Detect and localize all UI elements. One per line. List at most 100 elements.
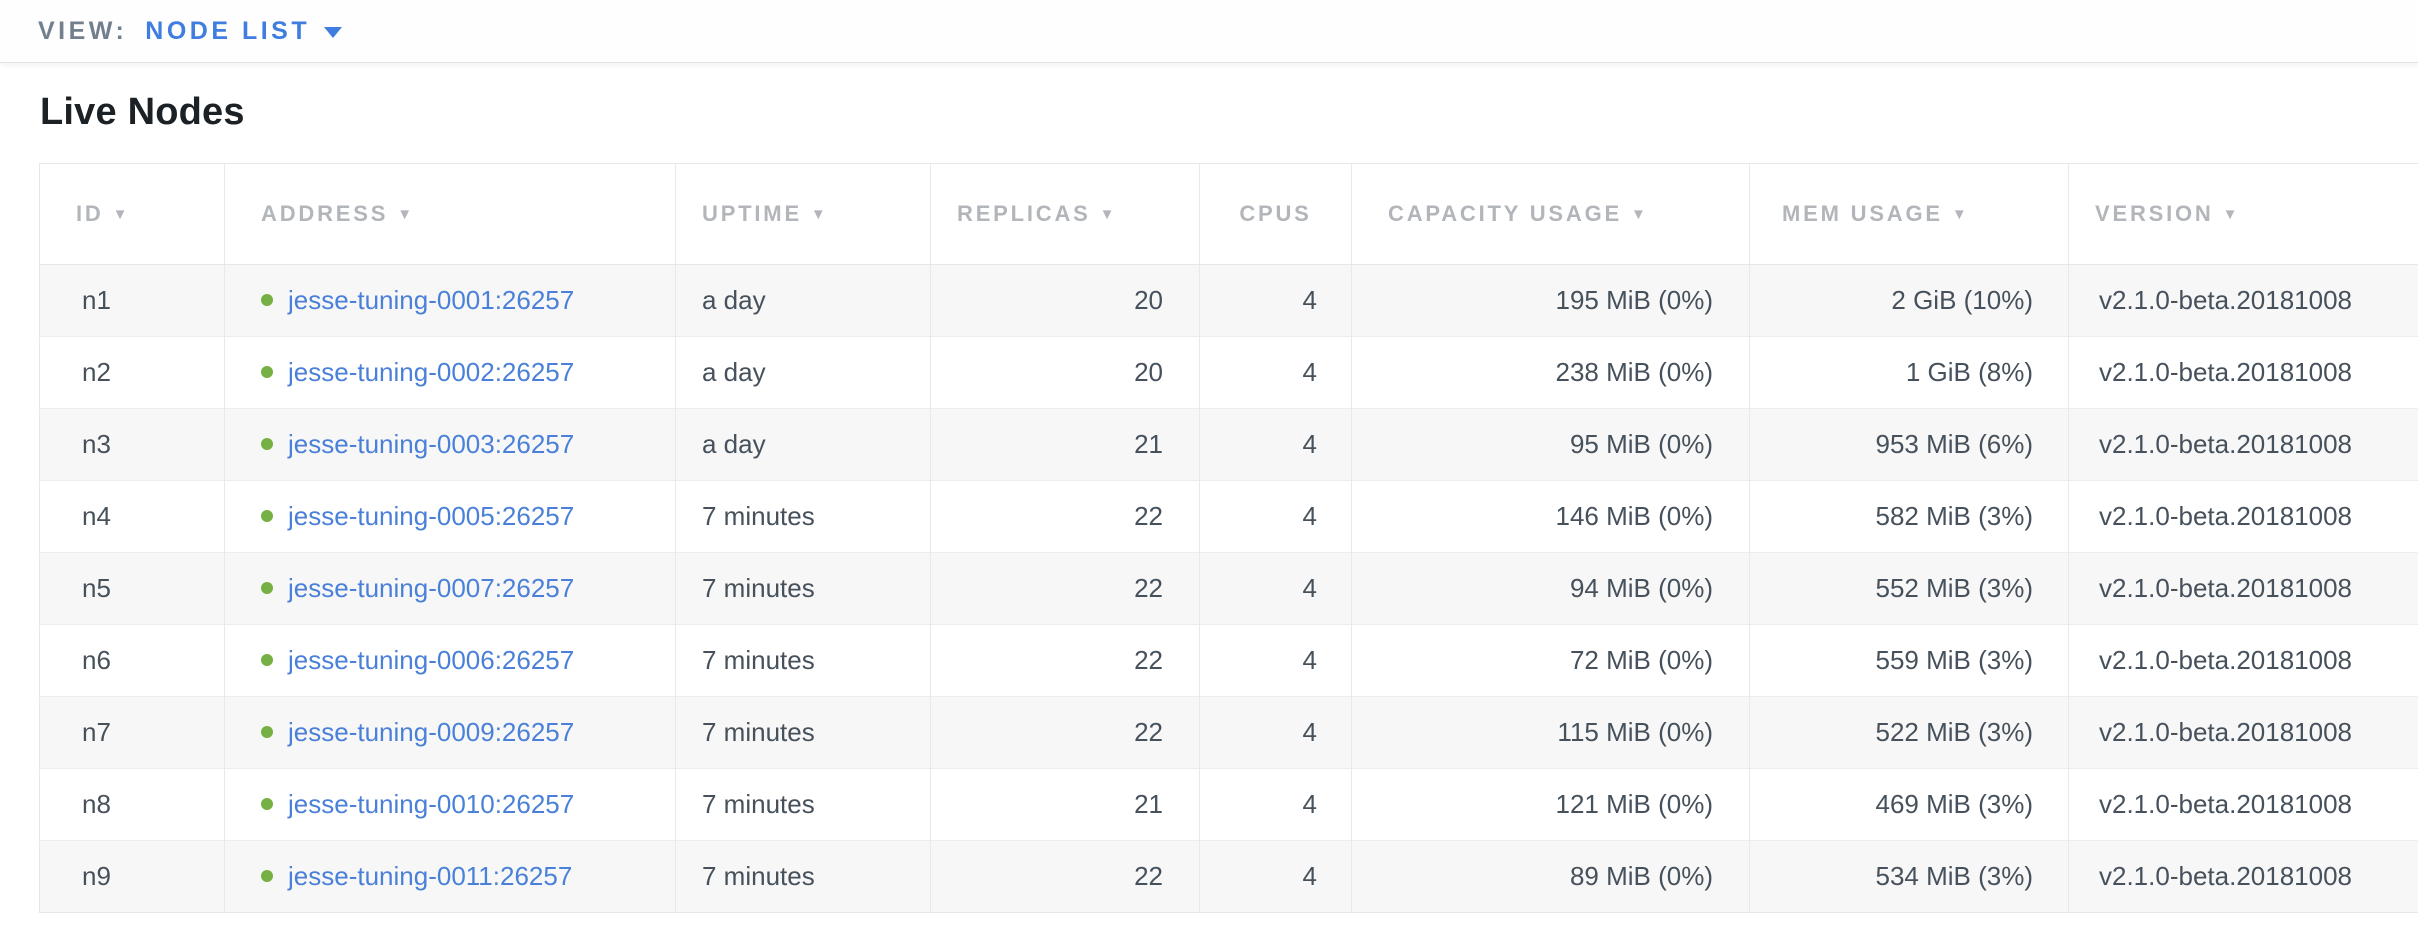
node-status-dot	[261, 726, 273, 739]
address-cell: jesse-tuning-0006:26257	[224, 624, 676, 697]
id-cell: n8	[39, 768, 225, 841]
view-selector-value: NODE LIST	[145, 16, 311, 45]
column-label: VERSION	[2095, 201, 2214, 226]
column-header-id[interactable]: ID ▼	[39, 163, 225, 265]
view-label: VIEW:	[38, 16, 128, 45]
address-link[interactable]: jesse-tuning-0011:26257	[288, 861, 573, 891]
column-label: MEM USAGE	[1782, 201, 1943, 226]
mem-cell: 534 MiB (3%)	[1749, 840, 2069, 913]
uptime-cell: 7 minutes	[675, 552, 931, 625]
uptime-cell: 7 minutes	[675, 696, 931, 769]
id-cell: n1	[82, 285, 111, 315]
cpus-cell: 4	[1199, 624, 1352, 697]
cpus-cell: 4	[1199, 336, 1352, 409]
uptime-cell: a day	[675, 264, 931, 337]
version-cell: v2.1.0-beta.20181008	[2068, 768, 2418, 841]
cpus-cell: 4	[1199, 768, 1352, 841]
id-cell: n7	[39, 696, 225, 769]
table-row: n4 jesse-tuning-0005:26257 7 minutes 22 4 146…	[39, 480, 2418, 553]
mem-cell: 552 MiB (3%)	[1749, 552, 2069, 625]
sort-desc-icon: ▼	[2222, 206, 2241, 223]
column-header-version[interactable]: VERSION ▼	[2068, 163, 2418, 265]
address-cell: jesse-tuning-0011:26257	[224, 840, 676, 913]
address-link[interactable]: jesse-tuning-0006:26257	[288, 645, 575, 675]
replicas-cell: 21	[930, 408, 1200, 481]
sort-desc-icon: ▼	[1099, 206, 1118, 223]
address-cell: jesse-tuning-0009:26257	[224, 696, 676, 769]
column-header-address[interactable]: ADDRESS ▼	[224, 163, 676, 265]
column-header-cpus: CPUS	[1199, 163, 1352, 265]
replicas-cell: 20	[930, 264, 1200, 337]
replicas-cell: 22	[930, 480, 1200, 553]
node-status-dot	[261, 798, 273, 811]
table-row: n1 jesse-tuning-0001:26257 a day 20 4 195 MiB…	[39, 264, 2418, 337]
address-link[interactable]: jesse-tuning-0002:26257	[288, 357, 575, 387]
id-cell: n4	[39, 480, 225, 553]
mem-cell: 559 MiB (3%)	[1749, 624, 2069, 697]
page-title: Live Nodes	[40, 91, 245, 133]
address-link[interactable]: jesse-tuning-0007:26257	[288, 573, 575, 603]
address-cell: jesse-tuning-0005:26257	[224, 480, 676, 553]
column-header-replicas[interactable]: REPLICAS ▼	[930, 163, 1200, 265]
view-selector[interactable]: NODE LIST	[145, 16, 343, 46]
replicas-cell: 22	[930, 624, 1200, 697]
content-area: Live Nodes ID ▼ ADDRESS ▼ UPTIME ▼ REPLICAS ▼ CP…	[0, 90, 2418, 913]
table-row: n6 jesse-tuning-0006:26257 7 minutes 22 4 72 …	[39, 624, 2418, 697]
mem-cell: 522 MiB (3%)	[1749, 696, 2069, 769]
column-header-mem[interactable]: MEM USAGE ▼	[1749, 163, 2069, 265]
table-row: n8 jesse-tuning-0010:26257 7 minutes 21 4 121…	[39, 768, 2418, 841]
capacity-cell: 95 MiB (0%)	[1351, 408, 1750, 481]
uptime-cell: 7 minutes	[675, 768, 931, 841]
column-header-uptime[interactable]: UPTIME ▼	[675, 163, 931, 265]
table-row: n3 jesse-tuning-0003:26257 a day 21 4 95 MiB …	[39, 408, 2418, 481]
column-label: CAPACITY USAGE	[1388, 201, 1622, 226]
uptime-cell: 7 minutes	[675, 624, 931, 697]
mem-cell: 1 GiB (8%)	[1749, 336, 2069, 409]
node-status-dot	[261, 438, 273, 451]
id-cell: n5	[39, 552, 225, 625]
column-label: UPTIME	[702, 201, 802, 226]
capacity-cell: 72 MiB (0%)	[1351, 624, 1750, 697]
capacity-cell: 238 MiB (0%)	[1351, 336, 1750, 409]
version-cell: v2.1.0-beta.20181008	[2068, 480, 2418, 553]
version-cell: v2.1.0-beta.20181008	[2068, 408, 2418, 481]
address-link[interactable]: jesse-tuning-0001:26257	[288, 285, 575, 315]
address-link[interactable]: jesse-tuning-0003:26257	[288, 429, 575, 459]
uptime-cell: a day	[675, 336, 931, 409]
replicas-cell: 20	[930, 336, 1200, 409]
replicas-cell: 21	[930, 768, 1200, 841]
id-cell: n2	[39, 336, 225, 409]
version-cell: v2.1.0-beta.20181008	[2068, 336, 2418, 409]
node-status-dot	[261, 582, 273, 595]
capacity-cell: 89 MiB (0%)	[1351, 840, 1750, 913]
node-status-dot	[261, 510, 273, 523]
cpus-cell: 4	[1199, 408, 1352, 481]
uptime-cell: 7 minutes	[675, 480, 931, 553]
address-link[interactable]: jesse-tuning-0010:26257	[288, 789, 575, 819]
id-cell: n9	[39, 840, 225, 913]
node-status-dot	[261, 870, 273, 883]
cpus-cell: 4	[1199, 696, 1352, 769]
column-label: ID	[76, 201, 104, 226]
sort-desc-icon: ▼	[397, 206, 415, 223]
id-cell: n3	[39, 408, 225, 481]
table-body: n1 jesse-tuning-0001:26257 a day 20 4 195 MiB…	[39, 264, 2418, 913]
mem-cell: 582 MiB (3%)	[1749, 480, 2069, 553]
address-link[interactable]: jesse-tuning-0005:26257	[288, 501, 575, 531]
table-row: n9 jesse-tuning-0011:26257 7 minutes 22 4 89 …	[39, 840, 2418, 913]
version-cell: v2.1.0-beta.20181008	[2068, 624, 2418, 697]
replicas-cell: 22	[930, 552, 1200, 625]
address-cell: jesse-tuning-0003:26257	[224, 408, 676, 481]
version-cell: v2.1.0-beta.20181008	[2068, 264, 2418, 337]
capacity-cell: 195 MiB (0%)	[1351, 264, 1750, 337]
node-status-dot	[261, 366, 273, 379]
id-cell: n6	[39, 624, 225, 697]
address-cell: jesse-tuning-0002:26257	[224, 336, 676, 409]
capacity-cell: 94 MiB (0%)	[1351, 552, 1750, 625]
replicas-cell: 22	[930, 840, 1200, 913]
address-link[interactable]: jesse-tuning-0009:26257	[288, 717, 575, 747]
column-header-capacity[interactable]: CAPACITY USAGE ▼	[1351, 163, 1750, 265]
replicas-cell: 22	[930, 696, 1200, 769]
node-status-dot	[261, 654, 273, 667]
cpus-cell: 4	[1199, 264, 1352, 337]
